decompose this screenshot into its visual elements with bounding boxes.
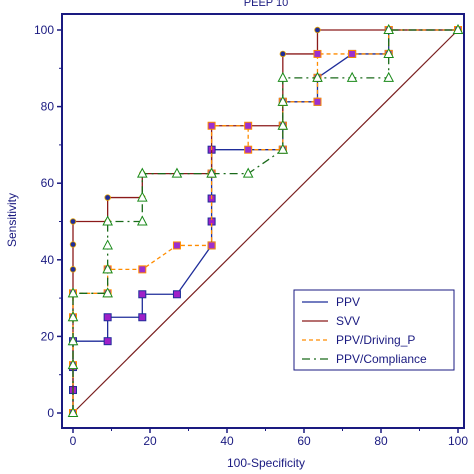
y-tick-label: 40 (41, 253, 55, 267)
y-tick-label: 80 (41, 100, 55, 114)
x-tick-label: 20 (143, 434, 157, 448)
data-point (383, 23, 395, 34)
data-point (138, 265, 147, 274)
data-point (103, 337, 112, 346)
data-point (102, 215, 113, 226)
data-point (244, 145, 253, 154)
y-tick-label: 60 (41, 176, 55, 190)
data-point (279, 50, 287, 58)
data-point (277, 71, 289, 82)
data-point (242, 167, 254, 178)
y-tick-label: 100 (34, 23, 54, 37)
y-tick-label: 20 (41, 329, 55, 343)
data-point (172, 241, 181, 250)
reference-diagonal (72, 29, 459, 414)
data-point (277, 143, 289, 154)
data-point (171, 167, 183, 178)
legend-label: SVV (336, 314, 360, 328)
data-point (314, 26, 321, 34)
data-point (313, 97, 322, 106)
data-point (102, 239, 113, 250)
x-axis-title: 100-Specificity (227, 456, 305, 470)
data-point (67, 359, 79, 370)
series-line (72, 29, 458, 413)
data-point (207, 121, 216, 130)
y-tick-label: 0 (47, 406, 54, 420)
axis-ticks: 0 20 40 60 80 100 0 20 40 60 80 100 (34, 23, 468, 448)
data-point (69, 266, 77, 273)
data-point (383, 47, 395, 58)
data-point (67, 335, 79, 346)
data-point (69, 241, 77, 248)
data-point (138, 290, 147, 299)
y-axis-title: Sensitivity (5, 193, 19, 247)
x-tick-label: 40 (220, 434, 234, 448)
data-point (312, 71, 323, 82)
data-point (277, 119, 289, 130)
data-point (67, 406, 79, 417)
data-point (69, 218, 77, 225)
data-point (138, 313, 147, 322)
data-point (277, 95, 289, 106)
data-point (172, 290, 181, 299)
data-point (136, 215, 148, 226)
data-point (102, 287, 113, 298)
data-point (383, 71, 395, 82)
data-point (136, 167, 148, 178)
data-point (67, 311, 79, 322)
chart-title: PEEP 10 (244, 0, 288, 9)
data-point (452, 23, 464, 34)
legend-box (293, 289, 455, 371)
data-point (104, 194, 111, 201)
data-point (348, 49, 357, 58)
data-point (206, 167, 217, 178)
legend-label: PPV/Driving_P (336, 333, 415, 347)
x-tick-label: 0 (70, 434, 77, 448)
data-point (102, 263, 113, 274)
series-ppv-compliance (67, 23, 464, 417)
x-tick-label: 80 (374, 434, 388, 448)
legend-label: PPV (336, 295, 360, 309)
x-tick-label: 100 (448, 434, 468, 448)
legend-label: PPV/Compliance (336, 352, 427, 366)
data-point (67, 287, 79, 298)
data-point (346, 71, 358, 82)
data-point (244, 121, 253, 130)
data-point (207, 241, 216, 250)
plot-area (67, 23, 464, 417)
x-tick-label: 60 (297, 434, 311, 448)
data-point (103, 313, 112, 322)
data-point (313, 49, 322, 58)
data-point (136, 191, 148, 202)
legend: PPV SVV PPV/Driving_P PPV/Compliance (293, 289, 455, 371)
